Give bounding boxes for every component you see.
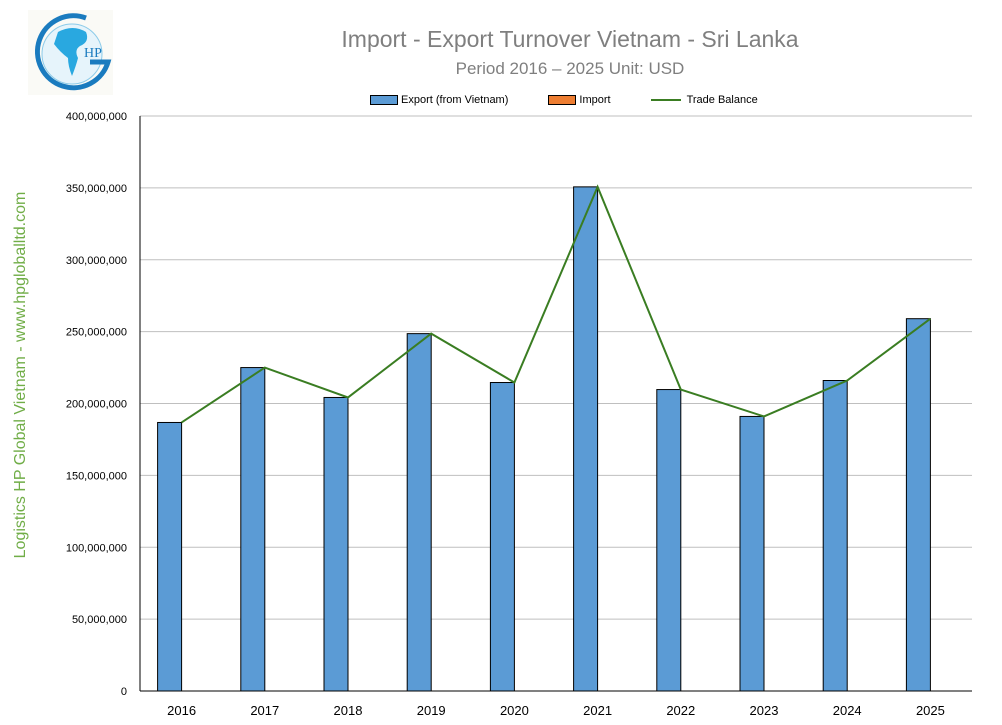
y-tick-label: 100,000,000 [66, 542, 127, 554]
legend-item-export: Export (from Vietnam) [370, 94, 508, 106]
x-tick-label: 2023 [750, 703, 779, 718]
legend-line-trade-balance [650, 99, 681, 101]
x-tick-label: 2020 [500, 703, 529, 718]
y-tick-label: 300,000,000 [66, 255, 127, 267]
bar-export [157, 421, 183, 692]
bar-export [240, 367, 266, 692]
legend-label-import: Import [579, 94, 611, 106]
chart-title: Import - Export Turnover Vietnam - Sri L… [341, 26, 799, 52]
x-tick-label: 2016 [167, 703, 196, 718]
line-trade-balance [181, 184, 931, 424]
y-tick-label: 50,000,000 [72, 614, 127, 626]
chart-subtitle: Period 2016 – 2025 Unit: USD [455, 59, 685, 78]
legend: Export (from Vietnam) Import Trade Balan… [370, 94, 798, 106]
hp-global-logo: HP [28, 10, 113, 95]
bar-export [822, 380, 848, 692]
y-tick-label: 0 [121, 686, 127, 698]
legend-item-trade-balance: Trade Balance [650, 94, 758, 106]
y-tick-label: 400,000,000 [66, 111, 127, 123]
x-tick-label: 2021 [583, 703, 612, 718]
bar-export [656, 389, 682, 692]
x-tick-label: 2024 [833, 703, 862, 718]
x-tick-label: 2025 [916, 703, 945, 718]
bar-export [323, 396, 349, 692]
x-tick-label: 2017 [250, 703, 279, 718]
bar-export [905, 318, 931, 692]
bar-export [573, 186, 599, 692]
y-tick-label: 350,000,000 [66, 183, 127, 195]
legend-label-trade-balance: Trade Balance [686, 94, 758, 106]
y-tick-label: 150,000,000 [66, 470, 127, 482]
x-tick-label: 2018 [334, 703, 363, 718]
bar-export [406, 333, 432, 692]
logo-text: HP [84, 46, 102, 61]
y-tick-label: 250,000,000 [66, 327, 127, 339]
bar-export [489, 382, 515, 692]
legend-label-export: Export (from Vietnam) [401, 94, 509, 106]
x-tick-label: 2019 [417, 703, 446, 718]
legend-swatch-import [548, 95, 577, 105]
y-tick-label: 200,000,000 [66, 399, 127, 411]
x-tick-label: 2022 [666, 703, 695, 718]
legend-swatch-export [370, 95, 398, 105]
legend-item-import: Import [548, 94, 611, 106]
bar-export [739, 415, 765, 692]
